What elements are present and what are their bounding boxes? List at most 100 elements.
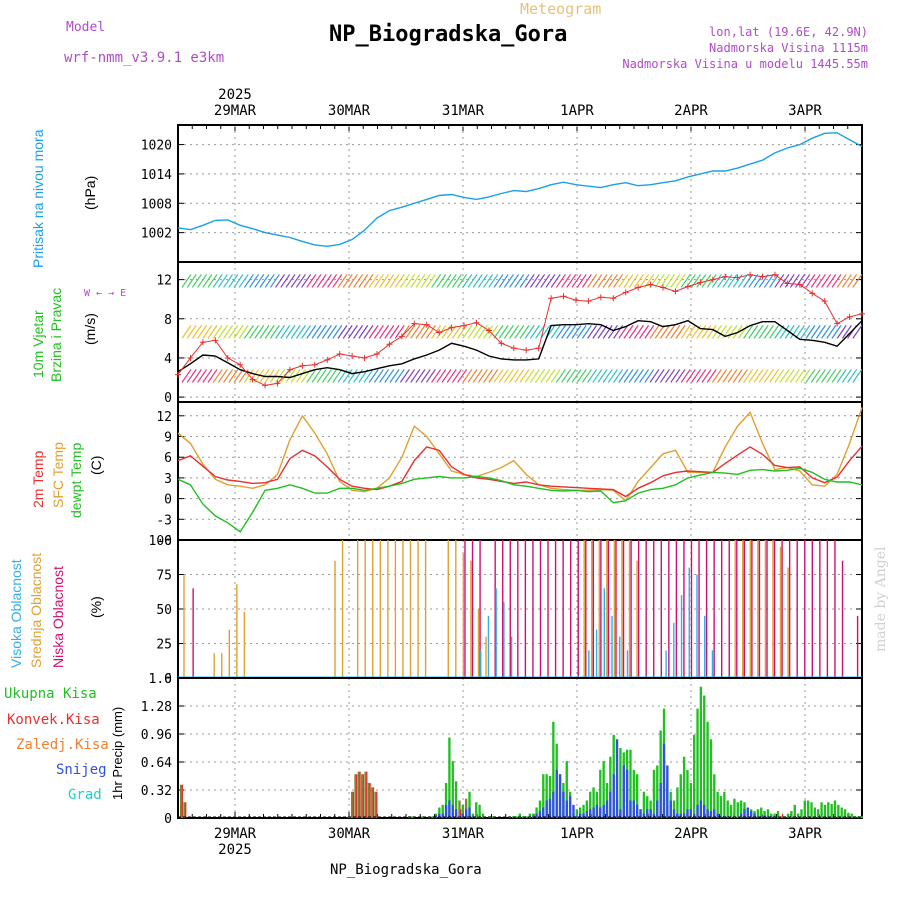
wind-barb (285, 274, 296, 288)
wind-barb (431, 369, 442, 383)
dewpt-line (177, 467, 863, 533)
meteogram-label: Meteogram (520, 0, 602, 18)
total-precip-bar (726, 800, 729, 818)
cloud-bars (178, 540, 862, 678)
wind-barb (275, 274, 286, 288)
total-precip-bar (351, 791, 354, 818)
wind-tick-label: 12 (156, 274, 172, 289)
wind-barb (212, 369, 223, 383)
wind-barb (649, 369, 660, 383)
wind-barb (202, 274, 213, 288)
wind-barb (264, 325, 275, 339)
wind-barb (321, 325, 332, 339)
conv-precip-bar (185, 802, 187, 818)
wind-barb (550, 274, 561, 288)
wind-barb (243, 274, 254, 288)
total-precip-bar (468, 791, 471, 818)
snow-bar (622, 765, 625, 818)
t2m-line (177, 445, 863, 498)
total-precip-bar (830, 804, 833, 818)
snow-bar (625, 769, 629, 818)
snow-bar (649, 809, 652, 818)
wind-barb (592, 369, 603, 383)
wind-barb (399, 369, 410, 383)
snow-bar (572, 804, 575, 818)
wind-barb (316, 369, 327, 383)
temp-tick-label: 6 (164, 451, 172, 466)
wind-barb (670, 325, 681, 339)
snow-bar (646, 809, 649, 818)
wind-barb (561, 274, 572, 288)
wind-barb (181, 369, 192, 383)
wind-barb (623, 369, 634, 383)
snow-bar (746, 807, 749, 818)
wind-barb (285, 369, 296, 383)
wind-barb (181, 325, 192, 339)
wind-barb (493, 274, 504, 288)
bottom-day-label: 31MAR (442, 826, 485, 842)
snow-bar (565, 800, 568, 818)
total-precip-bar (471, 813, 475, 818)
wind-barb (706, 274, 717, 288)
wind-barb (815, 274, 826, 288)
wind-barb (852, 325, 863, 339)
wind-barb (212, 325, 223, 339)
total-precip-bar (421, 816, 424, 818)
wind-barb (358, 325, 369, 339)
wind-barb (659, 274, 670, 288)
wind-barb (269, 274, 280, 288)
wind-barb (233, 369, 244, 383)
time-axis: 202529MAR29MAR30MAR30MAR31MAR31MAR1APR1A… (177, 87, 863, 858)
total-precip-bar (820, 802, 823, 818)
wind-barb (607, 369, 618, 383)
wind-barb (275, 325, 286, 339)
wind-barb (743, 369, 754, 383)
wind-barb (727, 325, 738, 339)
snow-bar (575, 816, 578, 818)
total-precip-bar (451, 761, 454, 818)
wind-barb (415, 325, 426, 339)
snow-bar (716, 813, 719, 818)
wind-barb (800, 369, 811, 383)
wind-barb (587, 325, 598, 339)
wind-barb (228, 325, 239, 339)
wind-barb (410, 369, 421, 383)
wind-barb (514, 325, 525, 339)
total-precip-bar (582, 804, 585, 818)
wind-barb (264, 274, 275, 288)
wind-barb (649, 325, 660, 339)
total-precip-bar (475, 802, 478, 818)
bottom-day-label: 2APR (674, 826, 708, 842)
wind-barb (186, 274, 197, 288)
snow-bar (743, 809, 746, 818)
wind-barb (758, 274, 769, 288)
wind-barb (509, 325, 520, 339)
wind-barb (769, 325, 780, 339)
wind-barb (618, 369, 629, 383)
wind-barb (826, 369, 837, 383)
wind-barb (197, 325, 208, 339)
snow-bar (605, 800, 609, 818)
wind-barb (852, 274, 863, 288)
wind-barb (446, 369, 457, 383)
precip-label-conv: Konvek.Kisa (7, 712, 100, 728)
wind-barb (555, 325, 566, 339)
wind-barb (306, 325, 317, 339)
total-precip-bar (652, 769, 656, 818)
wind-barb (639, 274, 650, 288)
wind-barb (566, 274, 577, 288)
wind-barb (784, 369, 795, 383)
wind-barb (587, 369, 598, 383)
wind-barb (363, 274, 374, 288)
wind-barb (737, 369, 748, 383)
total-precip-bar (682, 756, 686, 818)
wind-barb (332, 369, 343, 383)
wind-barb (503, 274, 514, 288)
wind-barb (571, 369, 582, 383)
model-elevation-text: Nadmorska Visina u modelu 1445.55m (622, 57, 868, 71)
wind-barb (831, 369, 842, 383)
wind-barb (795, 369, 806, 383)
total-precip-bar (532, 813, 535, 818)
wind-barb (301, 274, 312, 288)
wind-barb (228, 274, 239, 288)
